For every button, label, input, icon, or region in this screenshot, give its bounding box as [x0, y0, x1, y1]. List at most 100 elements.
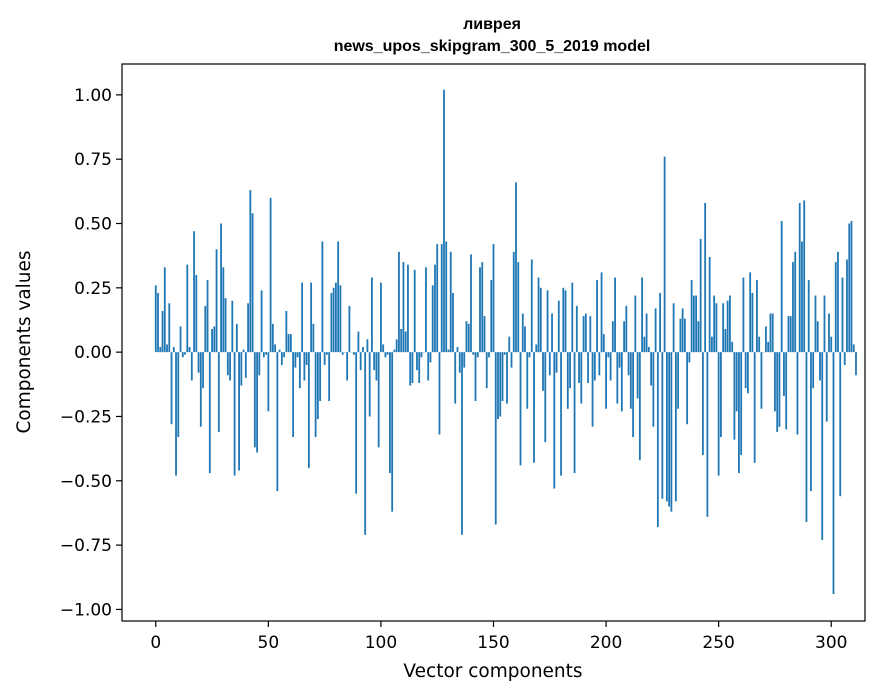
bar-50 — [267, 352, 270, 412]
bar-249 — [715, 303, 718, 353]
bar-203 — [611, 321, 614, 353]
bar-155 — [503, 352, 506, 355]
bar-158 — [510, 352, 513, 368]
bar-40 — [244, 352, 247, 378]
bar-154 — [501, 352, 504, 402]
bar-310 — [852, 344, 855, 353]
y-tick-label: 0.75 — [74, 150, 112, 170]
bar-99 — [377, 352, 380, 448]
bar-92 — [362, 347, 364, 353]
bar-37 — [238, 352, 240, 471]
bar-262 — [744, 352, 747, 389]
bar-143 — [476, 352, 479, 358]
bar-73 — [319, 352, 322, 402]
bar-18 — [195, 274, 198, 353]
bar-184 — [569, 352, 571, 389]
bar-60 — [289, 334, 292, 353]
bar-118 — [420, 352, 423, 358]
bar-152 — [497, 352, 499, 420]
x-tick-label: 200 — [590, 633, 622, 653]
bar-59 — [287, 334, 290, 353]
bar-229 — [670, 352, 673, 512]
bar-295 — [819, 352, 821, 381]
bar-186 — [573, 352, 576, 474]
bar-132 — [452, 292, 454, 353]
bar-43 — [251, 213, 254, 353]
bar-25 — [211, 328, 213, 353]
bar-19 — [197, 352, 200, 373]
bar-96 — [371, 277, 373, 353]
bar-141 — [472, 352, 475, 355]
bar-160 — [515, 182, 517, 353]
bar-198 — [600, 272, 603, 353]
bar-244 — [704, 202, 707, 353]
bar-232 — [677, 352, 680, 409]
bar-189 — [580, 352, 583, 404]
bar-277 — [778, 352, 781, 427]
bar-211 — [629, 352, 632, 409]
bar-39 — [242, 349, 245, 353]
bar-116 — [416, 352, 418, 371]
bar-20 — [199, 352, 202, 427]
bar-29 — [220, 223, 222, 353]
bar-54 — [276, 352, 279, 492]
x-tick-label: 250 — [702, 633, 734, 653]
x-tick-label: 50 — [258, 633, 280, 653]
bar-69 — [310, 282, 313, 353]
y-tick-label: 1.00 — [74, 86, 112, 106]
bar-275 — [774, 352, 776, 412]
bar-78 — [330, 292, 333, 353]
bar-12 — [181, 352, 184, 358]
bar-83 — [341, 352, 344, 355]
bar-217 — [643, 336, 646, 353]
bar-62 — [294, 352, 297, 368]
bar-271 — [765, 326, 767, 353]
bar-162 — [519, 352, 522, 466]
bar-105 — [391, 352, 394, 512]
bar-46 — [258, 352, 261, 376]
bar-3 — [161, 310, 164, 353]
bar-240 — [695, 295, 698, 353]
bar-61 — [292, 352, 295, 438]
bar-10 — [177, 352, 180, 438]
bar-23 — [206, 280, 209, 353]
bar-171 — [539, 287, 542, 353]
bar-289 — [805, 352, 808, 522]
bar-125 — [436, 244, 439, 353]
bar-134 — [456, 347, 459, 353]
bar-77 — [328, 352, 331, 402]
bar-41 — [247, 303, 249, 353]
bar-238 — [690, 280, 693, 353]
plot-frame — [121, 63, 866, 622]
bar-33 — [229, 352, 231, 381]
bar-280 — [785, 352, 788, 430]
bar-194 — [591, 352, 594, 427]
bar-28 — [217, 352, 220, 432]
bar-90 — [357, 331, 360, 353]
bar-221 — [652, 352, 655, 427]
bar-52 — [271, 323, 274, 353]
bar-220 — [650, 352, 653, 386]
bar-166 — [528, 352, 531, 358]
bar-70 — [312, 323, 315, 353]
bar-228 — [668, 352, 671, 507]
bar-150 — [492, 244, 495, 353]
x-tick-label: 100 — [365, 633, 397, 653]
bar-55 — [278, 349, 281, 353]
bar-308 — [848, 223, 851, 353]
y-tick-label: 0.50 — [74, 215, 112, 235]
bar-47 — [260, 290, 263, 353]
bar-95 — [368, 352, 371, 417]
bar-67 — [305, 352, 308, 366]
bar-36 — [235, 323, 238, 353]
bar-199 — [602, 334, 605, 353]
bar-264 — [749, 272, 752, 353]
bar-234 — [681, 308, 684, 353]
y-tick-label: 0.25 — [74, 279, 112, 299]
bar-104 — [389, 352, 391, 474]
bar-254 — [726, 300, 729, 353]
bar-142 — [474, 352, 477, 402]
bar-42 — [249, 190, 252, 353]
